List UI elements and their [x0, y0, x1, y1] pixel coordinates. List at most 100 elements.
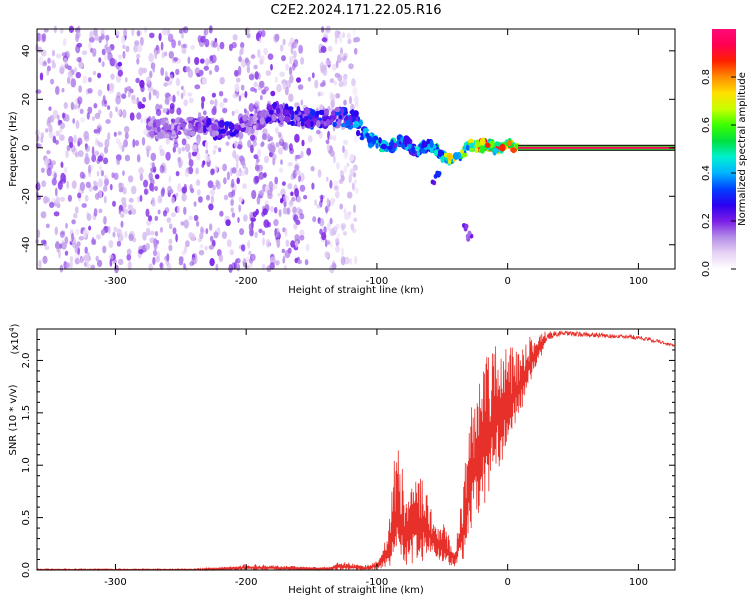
noise-mark	[86, 263, 91, 269]
noise-mark	[168, 51, 174, 59]
noise-mark	[59, 231, 65, 238]
noise-mark	[75, 71, 82, 79]
svg-text:(x104): (x104)	[8, 323, 21, 354]
noise-mark	[259, 55, 265, 62]
noise-mark	[238, 131, 244, 139]
noise-mark	[76, 241, 81, 247]
noise-mark	[42, 61, 48, 67]
noise-mark	[342, 145, 345, 153]
noise-mark	[84, 255, 90, 264]
noise-mark	[122, 52, 126, 58]
noise-mark	[200, 228, 205, 234]
noise-mark	[341, 247, 344, 257]
noise-mark	[288, 93, 294, 102]
noise-mark	[237, 217, 240, 223]
noise-mark	[239, 228, 245, 236]
noise-mark	[261, 133, 268, 141]
x-tick-label: 0	[504, 276, 510, 287]
noise-mark	[221, 231, 228, 240]
noise-mark	[75, 120, 80, 129]
noise-mark	[94, 112, 101, 120]
noise-mark	[86, 112, 90, 120]
noise-mark	[299, 229, 305, 237]
noise-mark	[250, 134, 256, 141]
noise-mark	[187, 92, 193, 97]
ridge-mark	[469, 142, 475, 149]
noise-mark	[289, 59, 293, 65]
noise-mark	[195, 179, 201, 187]
noise-mark	[40, 136, 44, 143]
noise-mark	[273, 219, 279, 227]
noise-mark	[166, 253, 170, 262]
noise-mark	[269, 144, 276, 154]
noise-mark	[212, 149, 217, 155]
noise-mark	[262, 208, 268, 216]
ridge-mark	[325, 119, 331, 127]
noise-mark	[201, 96, 206, 103]
noise-mark	[250, 54, 256, 59]
noise-mark	[282, 255, 286, 264]
noise-mark	[150, 152, 157, 162]
noise-mark	[240, 58, 246, 68]
noise-mark	[109, 183, 113, 191]
ridge-mark	[440, 155, 445, 164]
noise-mark	[70, 78, 77, 88]
ridge-mark	[252, 125, 257, 130]
noise-mark	[246, 256, 250, 263]
noise-mark	[254, 100, 260, 107]
noise-mark	[281, 181, 286, 187]
noise-mark	[254, 231, 258, 239]
noise-mark	[51, 177, 57, 186]
noise-mark	[235, 160, 239, 170]
noise-mark	[229, 249, 234, 256]
noise-mark	[103, 101, 108, 107]
noise-mark	[94, 150, 100, 156]
noise-mark	[64, 236, 69, 245]
noise-mark	[143, 128, 149, 136]
noise-mark	[122, 170, 125, 177]
noise-mark	[278, 209, 282, 218]
noise-mark	[198, 69, 204, 76]
noise-mark	[202, 110, 207, 116]
noise-mark	[141, 137, 146, 146]
noise-mark	[67, 71, 73, 78]
noise-mark	[253, 154, 259, 160]
ridge-mark	[240, 123, 246, 128]
noise-mark	[275, 76, 278, 83]
ridge-mark	[296, 116, 301, 122]
noise-mark	[97, 122, 101, 128]
noise-mark	[232, 93, 238, 99]
noise-mark	[46, 150, 51, 155]
noise-mark	[251, 189, 257, 200]
noise-mark	[181, 138, 187, 146]
noise-mark	[123, 139, 128, 148]
noise-mark	[72, 118, 76, 124]
noise-mark	[172, 94, 176, 103]
noise-mark	[276, 238, 281, 248]
noise-mark	[113, 172, 119, 180]
noise-mark	[352, 28, 356, 36]
noise-mark	[352, 164, 358, 171]
noise-mark	[277, 147, 283, 155]
noise-mark	[145, 227, 151, 236]
noise-mark	[171, 39, 177, 49]
noise-mark	[128, 210, 133, 215]
ridge-mark	[474, 142, 482, 148]
ridge-mark	[197, 128, 204, 134]
noise-mark	[353, 135, 359, 143]
noise-mark	[330, 197, 335, 207]
ridge-mark	[164, 133, 170, 139]
noise-mark	[39, 72, 44, 81]
noise-mark	[317, 169, 322, 178]
noise-mark	[231, 212, 236, 218]
noise-mark	[230, 207, 234, 213]
noise-mark	[58, 249, 62, 259]
noise-mark	[334, 190, 340, 199]
ridge-mark	[229, 131, 236, 137]
ridge-mark	[297, 120, 301, 128]
noise-mark	[46, 167, 52, 177]
noise-mark	[334, 30, 340, 39]
noise-mark	[51, 197, 57, 203]
ridge-mark	[340, 123, 346, 128]
noise-mark	[219, 76, 225, 85]
